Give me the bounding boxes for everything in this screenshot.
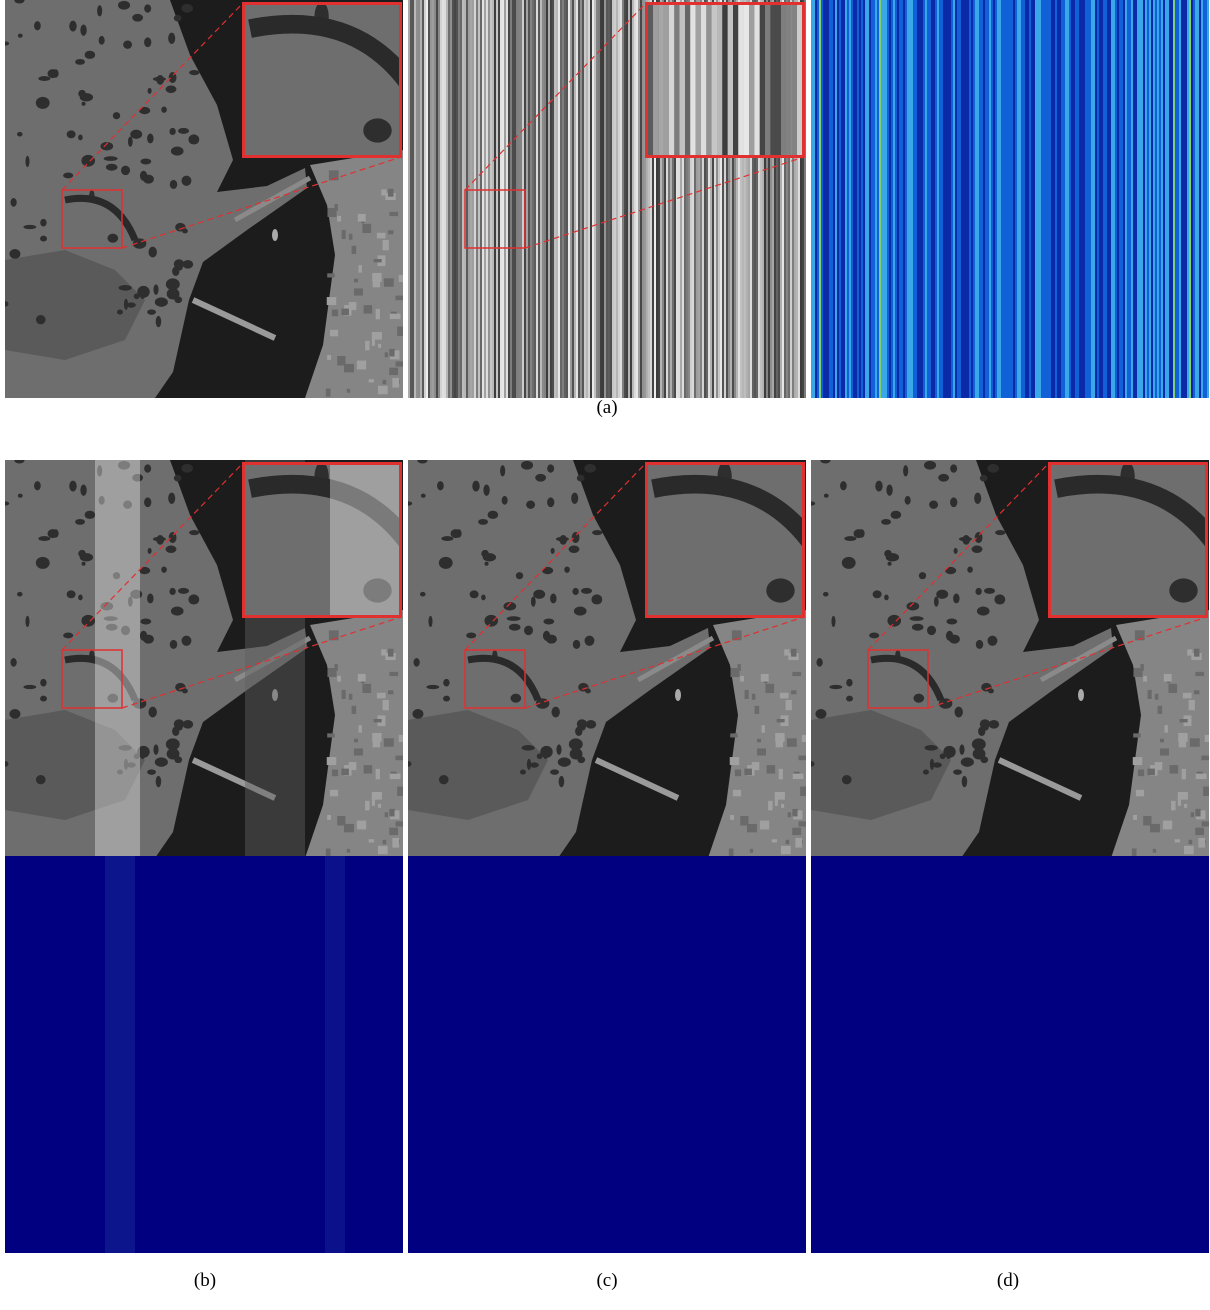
image [811, 0, 1209, 398]
zoom-line [464, 462, 647, 651]
roi-box [61, 189, 123, 249]
zoom-frame [645, 2, 805, 158]
zoom-line [61, 462, 244, 651]
zoom-frame [242, 462, 402, 618]
roi-box [61, 649, 123, 709]
residual-band [105, 856, 135, 1253]
zoom-line [464, 2, 647, 191]
zoom-line [524, 156, 805, 249]
caption: (b) [194, 1270, 216, 1291]
residual-map [811, 856, 1209, 1253]
zoom-frame [1048, 462, 1208, 618]
zoom-line [867, 462, 1050, 651]
zoom-line [524, 616, 805, 709]
residual-image [408, 856, 806, 1253]
image-panel [1, 0, 1160, 557]
zoom-frame [645, 462, 805, 618]
residual-band [325, 856, 345, 1253]
roi-box [867, 649, 929, 709]
residual-image [5, 856, 403, 1253]
image-panel [811, 0, 1209, 398]
residual-map [5, 856, 403, 1253]
image-panel [404, 0, 1210, 1017]
zoom-frame [242, 2, 402, 158]
artifact-band [95, 460, 140, 858]
zoom-content [80, 462, 402, 618]
zoom-line [121, 156, 402, 249]
image-panel [807, 0, 1210, 1017]
image-panel [408, 0, 806, 398]
caption: (c) [596, 1270, 617, 1291]
artifact-band [330, 462, 402, 618]
residual-map [408, 856, 806, 1253]
caption: (a) [596, 397, 617, 418]
zoom-line [61, 2, 244, 191]
image-panel [1, 460, 1160, 858]
zoom-inset [80, 462, 402, 618]
caption: (d) [997, 1270, 1019, 1291]
roi-box [464, 189, 526, 249]
zoom-line [927, 616, 1208, 709]
zoom-line [121, 616, 402, 709]
roi-box [464, 649, 526, 709]
residual-image [811, 856, 1209, 1253]
